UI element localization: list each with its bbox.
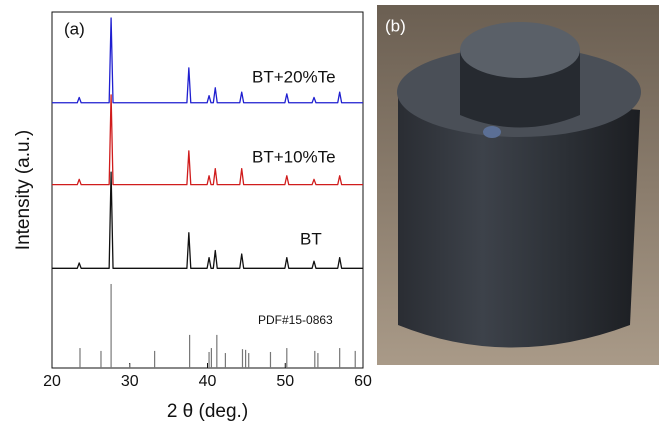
xrd-trace [52,171,363,269]
residue [483,126,501,138]
trace-label: BT+10%Te [252,147,336,166]
x-tick-label: 60 [354,373,372,390]
x-tick-label: 20 [43,373,61,390]
x-tick-label: 40 [199,373,217,390]
x-tick-label: 30 [121,373,139,390]
trace-label: BT+20%Te [252,67,336,86]
x-axis-label: 2 θ (deg.) [167,401,248,422]
sample-top [460,22,580,78]
panel-label: (b) [385,16,406,35]
trace-label: BT [300,229,322,248]
xrd-trace [52,94,363,186]
cylinder-body [398,88,640,348]
x-tick-label: 50 [276,373,294,390]
panel-label: (a) [64,19,85,38]
y-axis-label: Intensity (a.u.) [13,130,34,250]
xrd-trace [52,17,363,104]
photo-panel: (b) [377,5,659,365]
reference-label: PDF#15-0863 [258,313,333,327]
